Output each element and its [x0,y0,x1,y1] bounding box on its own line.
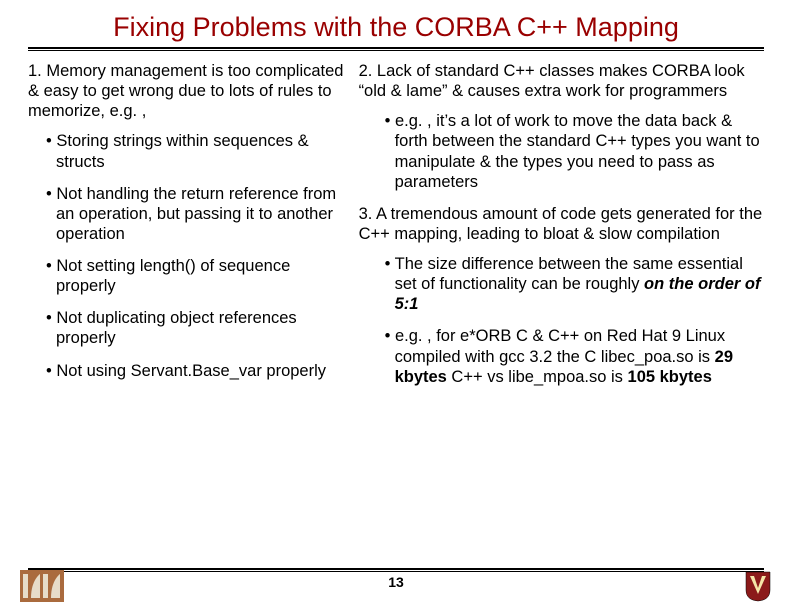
footer: 13 [0,568,792,590]
page-number: 13 [0,574,792,590]
left-column: 1. Memory management is too complicated … [28,61,347,399]
sub-3b-pre: e.g. , for e*ORB C & C++ on Red Hat 9 Li… [395,327,726,365]
right-item-3: 3. A tremendous amount of code gets gene… [359,204,764,244]
vu-shield-icon [744,570,772,602]
footer-divider [28,568,764,572]
slide-title: Fixing Problems with the CORBA C++ Mappi… [28,12,764,47]
left-bullet-3: Not setting length() of sequence properl… [46,256,347,296]
content-columns: 1. Memory management is too complicated … [28,61,764,399]
isis-logo-icon [20,570,64,602]
sub-3b-kb2: 105 kbytes [628,368,712,386]
sub-3b-mid: C++ vs libe_mpoa.so is [447,368,628,386]
right-sub-3a: The size difference between the same ess… [385,254,764,314]
right-sub-2a: e.g. , it’s a lot of work to move the da… [385,111,764,192]
title-divider [28,47,764,51]
left-bullet-1: Storing strings within sequences & struc… [46,131,347,171]
left-bullet-4: Not duplicating object references proper… [46,308,347,348]
right-item-2: 2. Lack of standard C++ classes makes CO… [359,61,764,101]
left-bullet-5: Not using Servant.Base_var properly [46,361,347,381]
left-bullet-2: Not handling the return reference from a… [46,184,347,244]
left-item-1: 1. Memory management is too complicated … [28,61,347,121]
right-column: 2. Lack of standard C++ classes makes CO… [359,61,764,399]
right-sub-3b: e.g. , for e*ORB C & C++ on Red Hat 9 Li… [385,326,764,386]
